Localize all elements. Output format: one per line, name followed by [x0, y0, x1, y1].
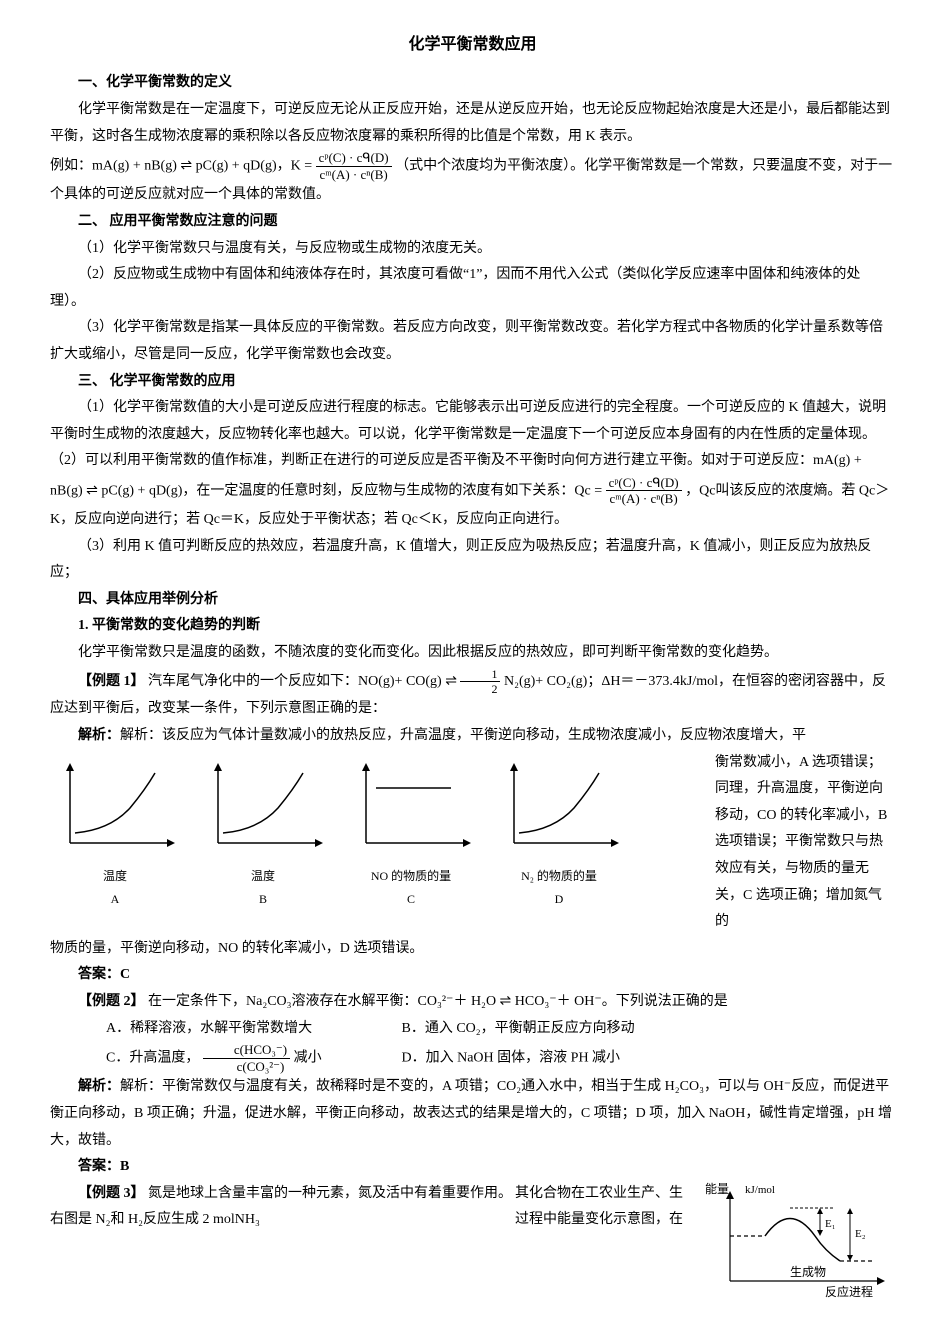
ex2-opt-D: D．加入 NaOH 固体，溶液 PH 减小 [402, 1050, 621, 1065]
k-frac-den: cᵐ(A) · cⁿ(B) [316, 167, 392, 183]
s1-p1a: 化学平衡常数是在一定温度下，可逆反应无论从正反应开始，还是从逆反应开始，也无论反… [50, 97, 895, 150]
s3-p2: （2）可以利用平衡常数的值作标准，判断正在进行的可逆反应是否平衡及不平衡时向何方… [50, 448, 895, 533]
s2-p1: （1）化学平衡常数只与温度有关，与反应物或生成物的浓度无关。 [50, 236, 895, 263]
ex1-ans-text: 答案：C [78, 967, 130, 982]
ex1-ana-a-text: 解析：该反应为气体计量数减小的放热反应，升高温度，平衡逆向移动，生成物浓度减小，… [120, 728, 806, 743]
ex1-analysis-a: 解析：解析：该反应为气体计量数减小的放热反应，升高温度，平衡逆向移动，生成物浓度… [50, 723, 895, 750]
s3-p1: （1）化学平衡常数值的大小是可逆反应进行程度的标志。它能够表示出可逆反应进行的完… [50, 395, 895, 448]
energy-xlabel: 反应进程 [825, 1284, 873, 1299]
ex2-label: 【例题 2】 [78, 994, 145, 1009]
ex2-C-pre: C．升高温度， [106, 1050, 199, 1065]
s2-p3: （3）化学平衡常数是指某一具体反应的平衡常数。若反应方向改变，则平衡常数改变。若… [50, 315, 895, 368]
ex2-ans-text: 答案：B [78, 1159, 129, 1174]
half-frac: 1 2 [460, 667, 500, 697]
k-fraction: cᵖ(C) · cᑫ(D) cᵐ(A) · cⁿ(B) [316, 150, 392, 182]
ex1-analysis-b: 物质的量，平衡逆向移动，NO 的转化率减小，D 选项错误。 [50, 936, 895, 963]
energy-E2: E₂ [855, 1228, 866, 1240]
ex1-body-a: 汽车尾气净化中的一个反应如下：NO(g)+ CO(g) ⇌ [148, 674, 460, 689]
chart-B-label: B [198, 888, 328, 911]
ex2-opt-A: A．稀释溶液，水解平衡常数增大 [78, 1016, 398, 1043]
ex2-answer: 答案：B [50, 1154, 895, 1181]
chart-B-svg [198, 758, 328, 858]
chart-D-xlabel: N₂ 的物质的量 [494, 865, 624, 888]
ex2-ana-text: 解析：平衡常数仅与温度有关，故稀释时是不变的，A 项错；CO₂通入水中，相当于生… [50, 1079, 892, 1147]
s1-p1b-pre: 例如：mA(g) + nB(g) ⇌ pC(g) + qD(g)，K = [50, 158, 316, 173]
chart-A-label: A [50, 888, 180, 911]
section2-head: 二、 应用平衡常数应注意的问题 [50, 209, 895, 236]
chart-A: 温度 A [50, 758, 180, 911]
chart-C: NO 的物质的量 C [346, 758, 476, 911]
s3-p3: （3）利用 K 值可判断反应的热效应，若温度升高，K 值增大，则正反应为吸热反应… [50, 534, 895, 587]
ex1-label: 【例题 1】 [78, 674, 145, 689]
ex1-answer: 答案：C [50, 962, 895, 989]
ex2-opt-B: B．通入 CO₂，平衡朝正反应方向移动 [402, 1021, 635, 1036]
ex2-analysis: 解析：解析：平衡常数仅与温度有关，故稀释时是不变的，A 项错；CO₂通入水中，相… [50, 1074, 895, 1154]
energy-E1: E₁ [825, 1218, 836, 1230]
ex3-wrap: 能量 kJ/mol E₁ E₂ 生成物 反应进程 [50, 1181, 895, 1312]
ex3-label: 【例题 3】 [78, 1186, 145, 1201]
ex2-C-post: 减小 [294, 1050, 322, 1065]
energy-ylabel: 能量 [705, 1182, 729, 1196]
k-frac-num: cᵖ(C) · cᑫ(D) [316, 150, 392, 167]
chart-D: N₂ 的物质的量 D [494, 758, 624, 911]
half-den: 2 [460, 682, 500, 696]
chart-row: 温度 A 温度 B NO 的物质的量 C [50, 758, 715, 911]
example2: 【例题 2】 在一定条件下，Na₂CO₃溶液存在水解平衡：CO₃²⁻＋ H₂O … [50, 989, 895, 1016]
energy-diagram-svg: 能量 kJ/mol E₁ E₂ 生成物 反应进程 [695, 1181, 895, 1301]
s1-p1b: 例如：mA(g) + nB(g) ⇌ pC(g) + qD(g)，K = cᵖ(… [50, 150, 895, 209]
chart-A-svg [50, 758, 180, 858]
s4-sub1-p: 化学平衡常数只是温度的函数，不随浓度的变化而变化。因此根据反应的热效应，即可判断… [50, 640, 895, 667]
s2-p2: （2）反应物或生成物中有固体和纯液体存在时，其浓度可看做“1”，因而不用代入公式… [50, 262, 895, 315]
ex1-analysis-right: 衡常数减小，A 选项错误；同理，升高温度，平衡逆向移动，CO 的转化率减小，B … [715, 750, 895, 936]
qc-frac-num: cᵖ(C) · cᑫ(D) [606, 475, 682, 492]
half-num: 1 [460, 667, 500, 682]
qc-fraction: cᵖ(C) · cᑫ(D) cᵐ(A) · cⁿ(B) [606, 475, 682, 507]
section3-head: 三、 化学平衡常数的应用 [50, 369, 895, 396]
chart-C-xlabel: NO 的物质的量 [346, 865, 476, 888]
ex2-C-num: c(HCO₃⁻) [203, 1042, 290, 1059]
ex2-options-row1: A．稀释溶液，水解平衡常数增大 B．通入 CO₂，平衡朝正反应方向移动 [50, 1016, 895, 1043]
chart-B: 温度 B [198, 758, 328, 911]
ex3-right-text: 其化合物在工农业生产、生过程中能量变化示意图，在 [515, 1181, 685, 1234]
energy-diagram-wrap: 能量 kJ/mol E₁ E₂ 生成物 反应进程 [695, 1181, 895, 1312]
chart-D-label: D [494, 888, 624, 911]
chart-B-xlabel: 温度 [198, 865, 328, 888]
example1: 【例题 1】 汽车尾气净化中的一个反应如下：NO(g)+ CO(g) ⇌ 1 2… [50, 667, 895, 723]
energy-mid: 生成物 [790, 1265, 826, 1279]
chart-A-xlabel: 温度 [50, 865, 180, 888]
section1-head: 一、化学平衡常数的定义 [50, 70, 895, 97]
section4-head: 四、具体应用举例分析 [50, 587, 895, 614]
page-title: 化学平衡常数应用 [50, 30, 895, 60]
qc-frac-den: cᵐ(A) · cⁿ(B) [606, 491, 682, 507]
s4-sub1: 1. 平衡常数的变化趋势的判断 [50, 613, 895, 640]
ex2-opt-C: C．升高温度， c(HCO₃⁻) c(CO₃²⁻) 减小 [78, 1042, 398, 1074]
chart-C-svg [346, 758, 476, 858]
energy-yunit: kJ/mol [745, 1184, 775, 1196]
chart-C-label: C [346, 888, 476, 911]
chart-D-svg [494, 758, 624, 858]
ex2-options-row2: C．升高温度， c(HCO₃⁻) c(CO₃²⁻) 减小 D．加入 NaOH 固… [50, 1042, 895, 1074]
ex2-C-frac: c(HCO₃⁻) c(CO₃²⁻) [203, 1042, 290, 1074]
ex2-body: 在一定条件下，Na₂CO₃溶液存在水解平衡：CO₃²⁻＋ H₂O ⇌ HCO₃⁻… [148, 994, 728, 1009]
chart-and-text-wrap: 衡常数减小，A 选项错误；同理，升高温度，平衡逆向移动，CO 的转化率减小，B … [50, 750, 895, 936]
ex2-C-den: c(CO₃²⁻) [203, 1059, 290, 1075]
